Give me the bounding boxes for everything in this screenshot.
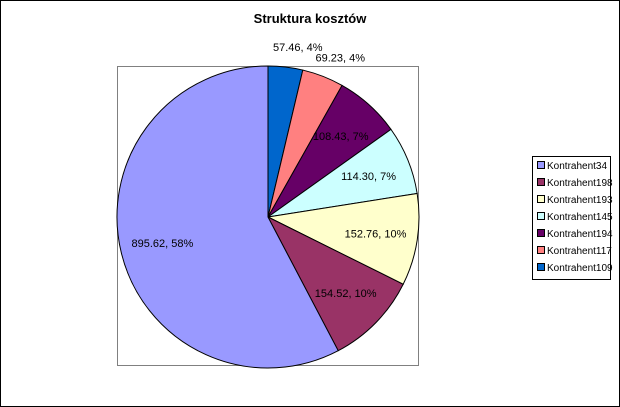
data-label-kontrahent145: 114.30, 7%: [341, 171, 396, 183]
legend-swatch: [537, 195, 545, 204]
data-label-kontrahent117: 69.23, 4%: [316, 53, 366, 65]
pie-slice-kontrahent198: [266, 215, 404, 352]
legend-swatch: [537, 161, 545, 170]
legend-item-kontrahent145: Kontrahent145: [537, 209, 613, 226]
pie-slice-kontrahent34: [116, 65, 339, 369]
data-label-kontrahent194: 108.43, 7%: [313, 131, 369, 143]
legend-swatch: [537, 178, 545, 187]
legend: Kontrahent34 Kontrahent198 Kontrahent193 Ko…: [532, 156, 613, 280]
legend-label: Kontrahent117: [547, 246, 612, 257]
legend-label: Kontrahent193: [547, 195, 613, 206]
data-label-kontrahent34: 895.62, 58%: [132, 238, 194, 250]
legend-label: Kontrahent145: [547, 212, 613, 223]
legend-item-kontrahent193: Kontrahent193: [537, 192, 613, 209]
legend-swatch: [537, 229, 545, 238]
legend-label: Kontrahent194: [547, 229, 613, 240]
legend-item-kontrahent34: Kontrahent34: [537, 158, 610, 175]
legend-item-kontrahent198: Kontrahent198: [537, 175, 613, 192]
data-label-kontrahent109: 57.46, 4%: [273, 42, 323, 54]
legend-swatch: [537, 246, 545, 255]
legend-label: Kontrahent34: [547, 161, 608, 172]
legend-item-kontrahent117: Kontrahent117: [537, 243, 612, 260]
legend-swatch: [537, 212, 545, 221]
legend-label: Kontrahent198: [547, 178, 613, 189]
legend-item-kontrahent194: Kontrahent194: [537, 226, 613, 243]
pie-slice-kontrahent193: [266, 192, 420, 285]
legend-swatch: [537, 263, 545, 272]
data-label-kontrahent198: 154.52, 10%: [315, 288, 377, 300]
legend-label: Kontrahent109: [547, 263, 613, 274]
legend-item-kontrahent109: Kontrahent109: [537, 260, 613, 277]
data-label-kontrahent193: 152.76, 10%: [345, 229, 407, 241]
chart-title: Struktura kosztów: [253, 11, 367, 26]
